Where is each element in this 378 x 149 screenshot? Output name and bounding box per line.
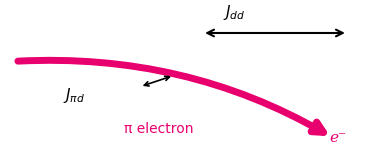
Text: $J_{\pi d}$: $J_{\pi d}$ bbox=[63, 86, 85, 105]
Text: π electron: π electron bbox=[124, 122, 194, 136]
Text: $J_{dd}$: $J_{dd}$ bbox=[223, 3, 246, 22]
Text: e⁻: e⁻ bbox=[330, 131, 347, 145]
